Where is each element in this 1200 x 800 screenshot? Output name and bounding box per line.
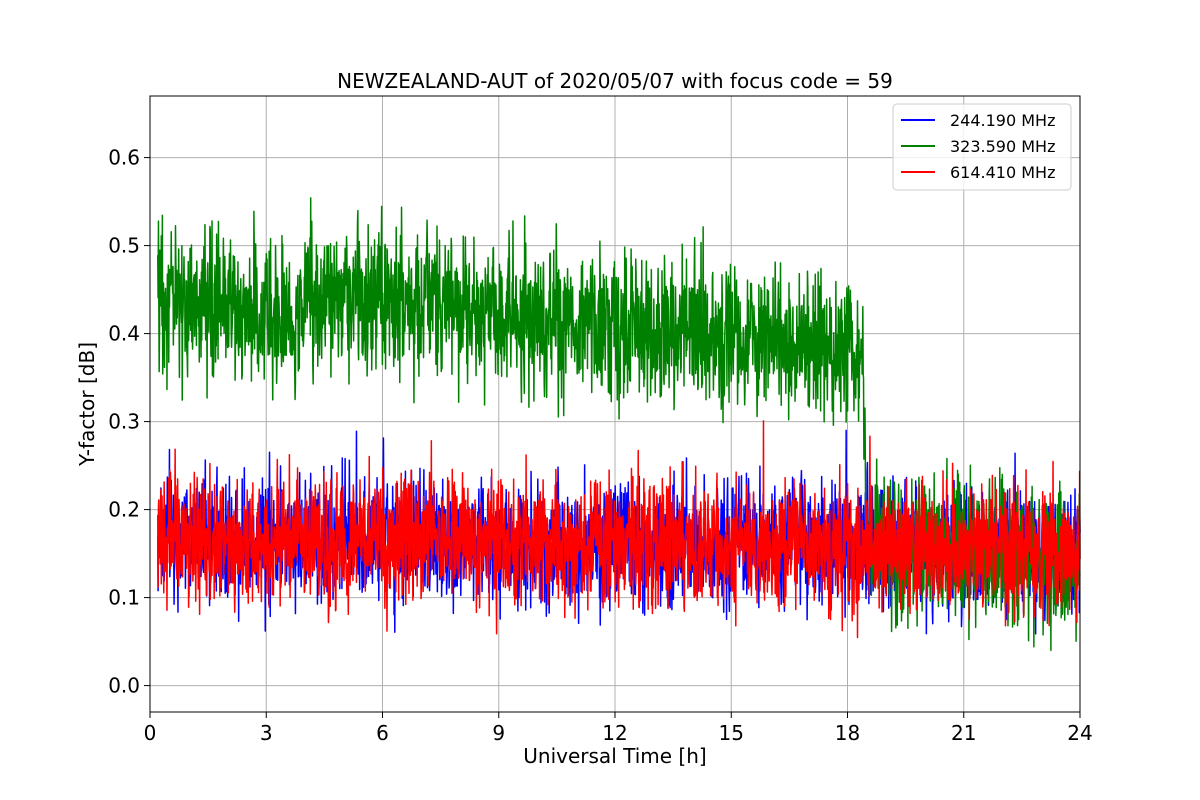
series-line bbox=[157, 420, 1081, 639]
chart-title: NEWZEALAND-AUT of 2020/05/07 with focus … bbox=[337, 69, 893, 93]
series-line bbox=[157, 197, 1081, 652]
x-tick-label: 15 bbox=[719, 721, 744, 745]
y-tick-label: 0.1 bbox=[108, 586, 140, 610]
x-tick-label: 18 bbox=[835, 721, 860, 745]
y-tick-label: 0.0 bbox=[108, 674, 140, 698]
x-tick-label: 0 bbox=[144, 721, 157, 745]
y-tick-label: 0.4 bbox=[108, 322, 140, 346]
x-tick-label: 21 bbox=[951, 721, 976, 745]
legend-label: 244.190 MHz bbox=[950, 111, 1055, 130]
legend-label: 614.410 MHz bbox=[950, 163, 1055, 182]
y-tick-label: 0.2 bbox=[108, 498, 140, 522]
x-tick-label: 6 bbox=[376, 721, 389, 745]
x-axis-ticks: 0 3 6 9 12 15 18 21 24 bbox=[144, 712, 1093, 745]
y-axis-label: Y-factor [dB] bbox=[75, 342, 99, 467]
y-tick-label: 0.6 bbox=[108, 146, 140, 170]
x-tick-label: 24 bbox=[1067, 721, 1092, 745]
legend-label: 323.590 MHz bbox=[950, 137, 1055, 156]
y-tick-label: 0.3 bbox=[108, 410, 140, 434]
legend-box bbox=[892, 103, 1072, 191]
x-tick-label: 12 bbox=[602, 721, 627, 745]
x-tick-label: 9 bbox=[492, 721, 505, 745]
x-tick-label: 3 bbox=[260, 721, 273, 745]
series-group bbox=[157, 197, 1081, 652]
x-axis-label: Universal Time [h] bbox=[523, 744, 706, 768]
y-axis-ticks: 0.0 0.1 0.2 0.3 0.4 0.5 0.6 bbox=[108, 146, 150, 698]
legend: 244.190 MHz 323.590 MHz 614.410 MHz bbox=[892, 103, 1072, 191]
y-tick-label: 0.5 bbox=[108, 234, 140, 258]
